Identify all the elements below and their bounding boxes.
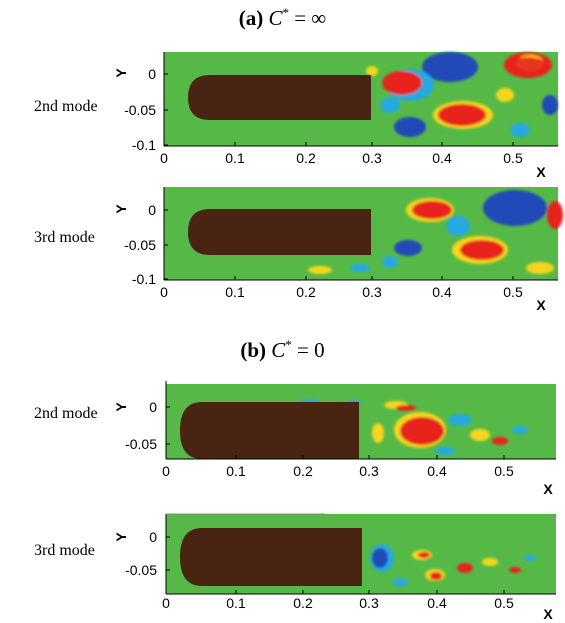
panel-b2: Y 0 -0.05 0 0.1 0.2 0.3 0.4 0.5 X [113, 513, 556, 622]
x-tick-label: 0.1 [225, 150, 245, 166]
x-tick-label: 0.3 [359, 595, 379, 611]
section-a-title: (a) C* = ∞ [0, 5, 565, 31]
x-tick-label: 0 [160, 150, 168, 166]
axes [163, 187, 558, 281]
x-tick-label: 0.1 [226, 463, 246, 479]
y-axis-label: Y [113, 532, 129, 542]
y-tick-label: 0 [148, 66, 156, 82]
x-axis-label: X [536, 297, 546, 313]
x-tick-label: 0.3 [362, 284, 382, 300]
x-tick-label: 0 [160, 284, 168, 300]
section-b-cstar: C [271, 338, 286, 362]
body-shape [180, 402, 359, 459]
x-tick-label: 0.1 [226, 595, 246, 611]
y-axis-label: Y [113, 68, 129, 78]
section-a-rhs: = ∞ [288, 6, 327, 30]
section-b-label: (b) [240, 338, 267, 362]
panel-a2: Y 0 -0.05 -0.1 0 0.1 0.2 0.3 0.4 0.5 X [113, 187, 563, 313]
x-tick-label: 0.4 [427, 463, 447, 479]
section-a-sup: * [282, 5, 289, 20]
x-axis-label: X [536, 164, 546, 180]
x-tick-label: 0 [162, 595, 170, 611]
body-shape [180, 528, 362, 586]
x-tick-label: 0.2 [293, 595, 313, 611]
x-tick-label: 0.5 [494, 463, 514, 479]
x-tick-label: 0.2 [293, 463, 313, 479]
y-tick-label: 0 [148, 202, 156, 218]
y-tick-label: -0.1 [132, 137, 156, 153]
contour-field [164, 52, 558, 146]
y-tick-label: 0 [149, 399, 157, 415]
x-tick-label: 0.3 [362, 150, 382, 166]
y-tick-label: -0.05 [125, 436, 157, 452]
y-tick-label: -0.05 [125, 562, 157, 578]
x-tick-label: 0.5 [503, 150, 523, 166]
y-tick-label: -0.05 [124, 102, 156, 118]
section-b-sup: * [285, 337, 292, 352]
x-tick-label: 0.4 [432, 284, 452, 300]
body-shape [188, 209, 371, 255]
section-b-title: (b) C* = 0 [0, 337, 565, 363]
x-axis-label: X [543, 606, 553, 622]
y-tick-label: -0.1 [132, 271, 156, 287]
x-tick-label: 0.3 [359, 463, 379, 479]
y-axis-label: Y [113, 204, 129, 214]
panel-a2-mode-label: 3rd mode [34, 229, 95, 246]
axes [163, 52, 558, 147]
x-tick-label: 0.5 [494, 595, 514, 611]
axes [165, 513, 556, 595]
axes [165, 381, 556, 460]
section-b-rhs: = 0 [291, 338, 325, 362]
x-tick-label: 0.5 [503, 284, 523, 300]
x-tick-label: 0.4 [432, 150, 452, 166]
x-tick-label: 0.2 [296, 150, 316, 166]
x-tick-label: 0 [162, 463, 170, 479]
x-axis-label: X [543, 481, 553, 497]
y-axis-label: Y [113, 402, 129, 412]
panel-b1-mode-label: 2nd mode [34, 405, 98, 422]
x-tick-label: 0.2 [296, 284, 316, 300]
panel-a1-mode-label: 2nd mode [34, 98, 98, 115]
panel-b2-mode-label: 3rd mode [34, 542, 95, 559]
section-a-label: (a) [238, 6, 264, 30]
section-a-cstar: C [268, 6, 283, 30]
panel-b1: Y 0 -0.05 0 0.1 0.2 0.3 0.4 0.5 X [113, 381, 556, 497]
y-tick-label: -0.05 [124, 237, 156, 253]
x-tick-label: 0.1 [225, 284, 245, 300]
y-tick-label: 0 [149, 529, 157, 545]
x-tick-label: 0.4 [427, 595, 447, 611]
panel-a1: Y 0 -0.05 -0.1 0 0.1 0.2 0.3 0.4 0.5 X [113, 52, 558, 180]
body-shape [188, 75, 371, 120]
